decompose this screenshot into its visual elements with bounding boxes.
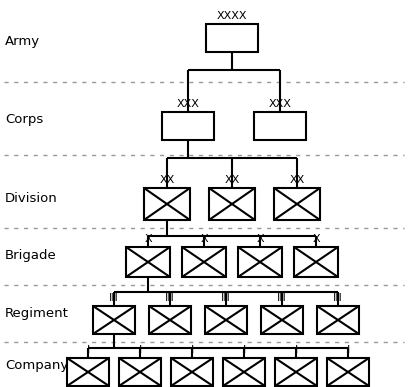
Bar	[274, 188, 320, 220]
Text: XX: XX	[289, 175, 305, 185]
Bar	[162, 112, 214, 140]
Bar	[238, 247, 282, 277]
Bar	[67, 358, 109, 386]
Bar	[209, 188, 255, 220]
Bar	[149, 306, 191, 334]
Text: III: III	[277, 293, 287, 303]
Text: XX: XX	[160, 175, 175, 185]
Bar	[93, 306, 135, 334]
Text: Regiment: Regiment	[5, 307, 69, 320]
Text: III: III	[333, 293, 343, 303]
Bar	[119, 358, 161, 386]
Text: I: I	[295, 345, 297, 355]
Text: XXX: XXX	[177, 99, 200, 109]
Text: Division: Division	[5, 192, 58, 204]
Text: Company: Company	[5, 358, 68, 372]
Text: I: I	[138, 345, 142, 355]
Bar	[205, 306, 247, 334]
Text: III: III	[221, 293, 231, 303]
Bar	[294, 247, 338, 277]
Text: Brigade: Brigade	[5, 248, 57, 262]
Text: III: III	[165, 293, 175, 303]
Bar	[275, 358, 317, 386]
Text: X: X	[144, 234, 152, 244]
Bar	[126, 247, 170, 277]
Text: X: X	[256, 234, 264, 244]
Bar	[144, 188, 190, 220]
Bar	[254, 112, 306, 140]
Text: X: X	[200, 234, 208, 244]
Text: III: III	[109, 293, 119, 303]
Bar	[206, 24, 258, 52]
Text: Army: Army	[5, 36, 40, 48]
Bar	[223, 358, 265, 386]
Bar	[261, 306, 303, 334]
Text: XX: XX	[224, 175, 239, 185]
Bar	[327, 358, 369, 386]
Text: X: X	[312, 234, 320, 244]
Text: XXX: XXX	[268, 99, 291, 109]
Bar	[171, 358, 213, 386]
Bar	[317, 306, 359, 334]
Text: XXXX: XXXX	[217, 11, 247, 21]
Text: I: I	[86, 345, 90, 355]
Bar	[182, 247, 226, 277]
Text: I: I	[346, 345, 350, 355]
Text: I: I	[191, 345, 194, 355]
Text: Corps: Corps	[5, 113, 43, 127]
Text: I: I	[242, 345, 246, 355]
